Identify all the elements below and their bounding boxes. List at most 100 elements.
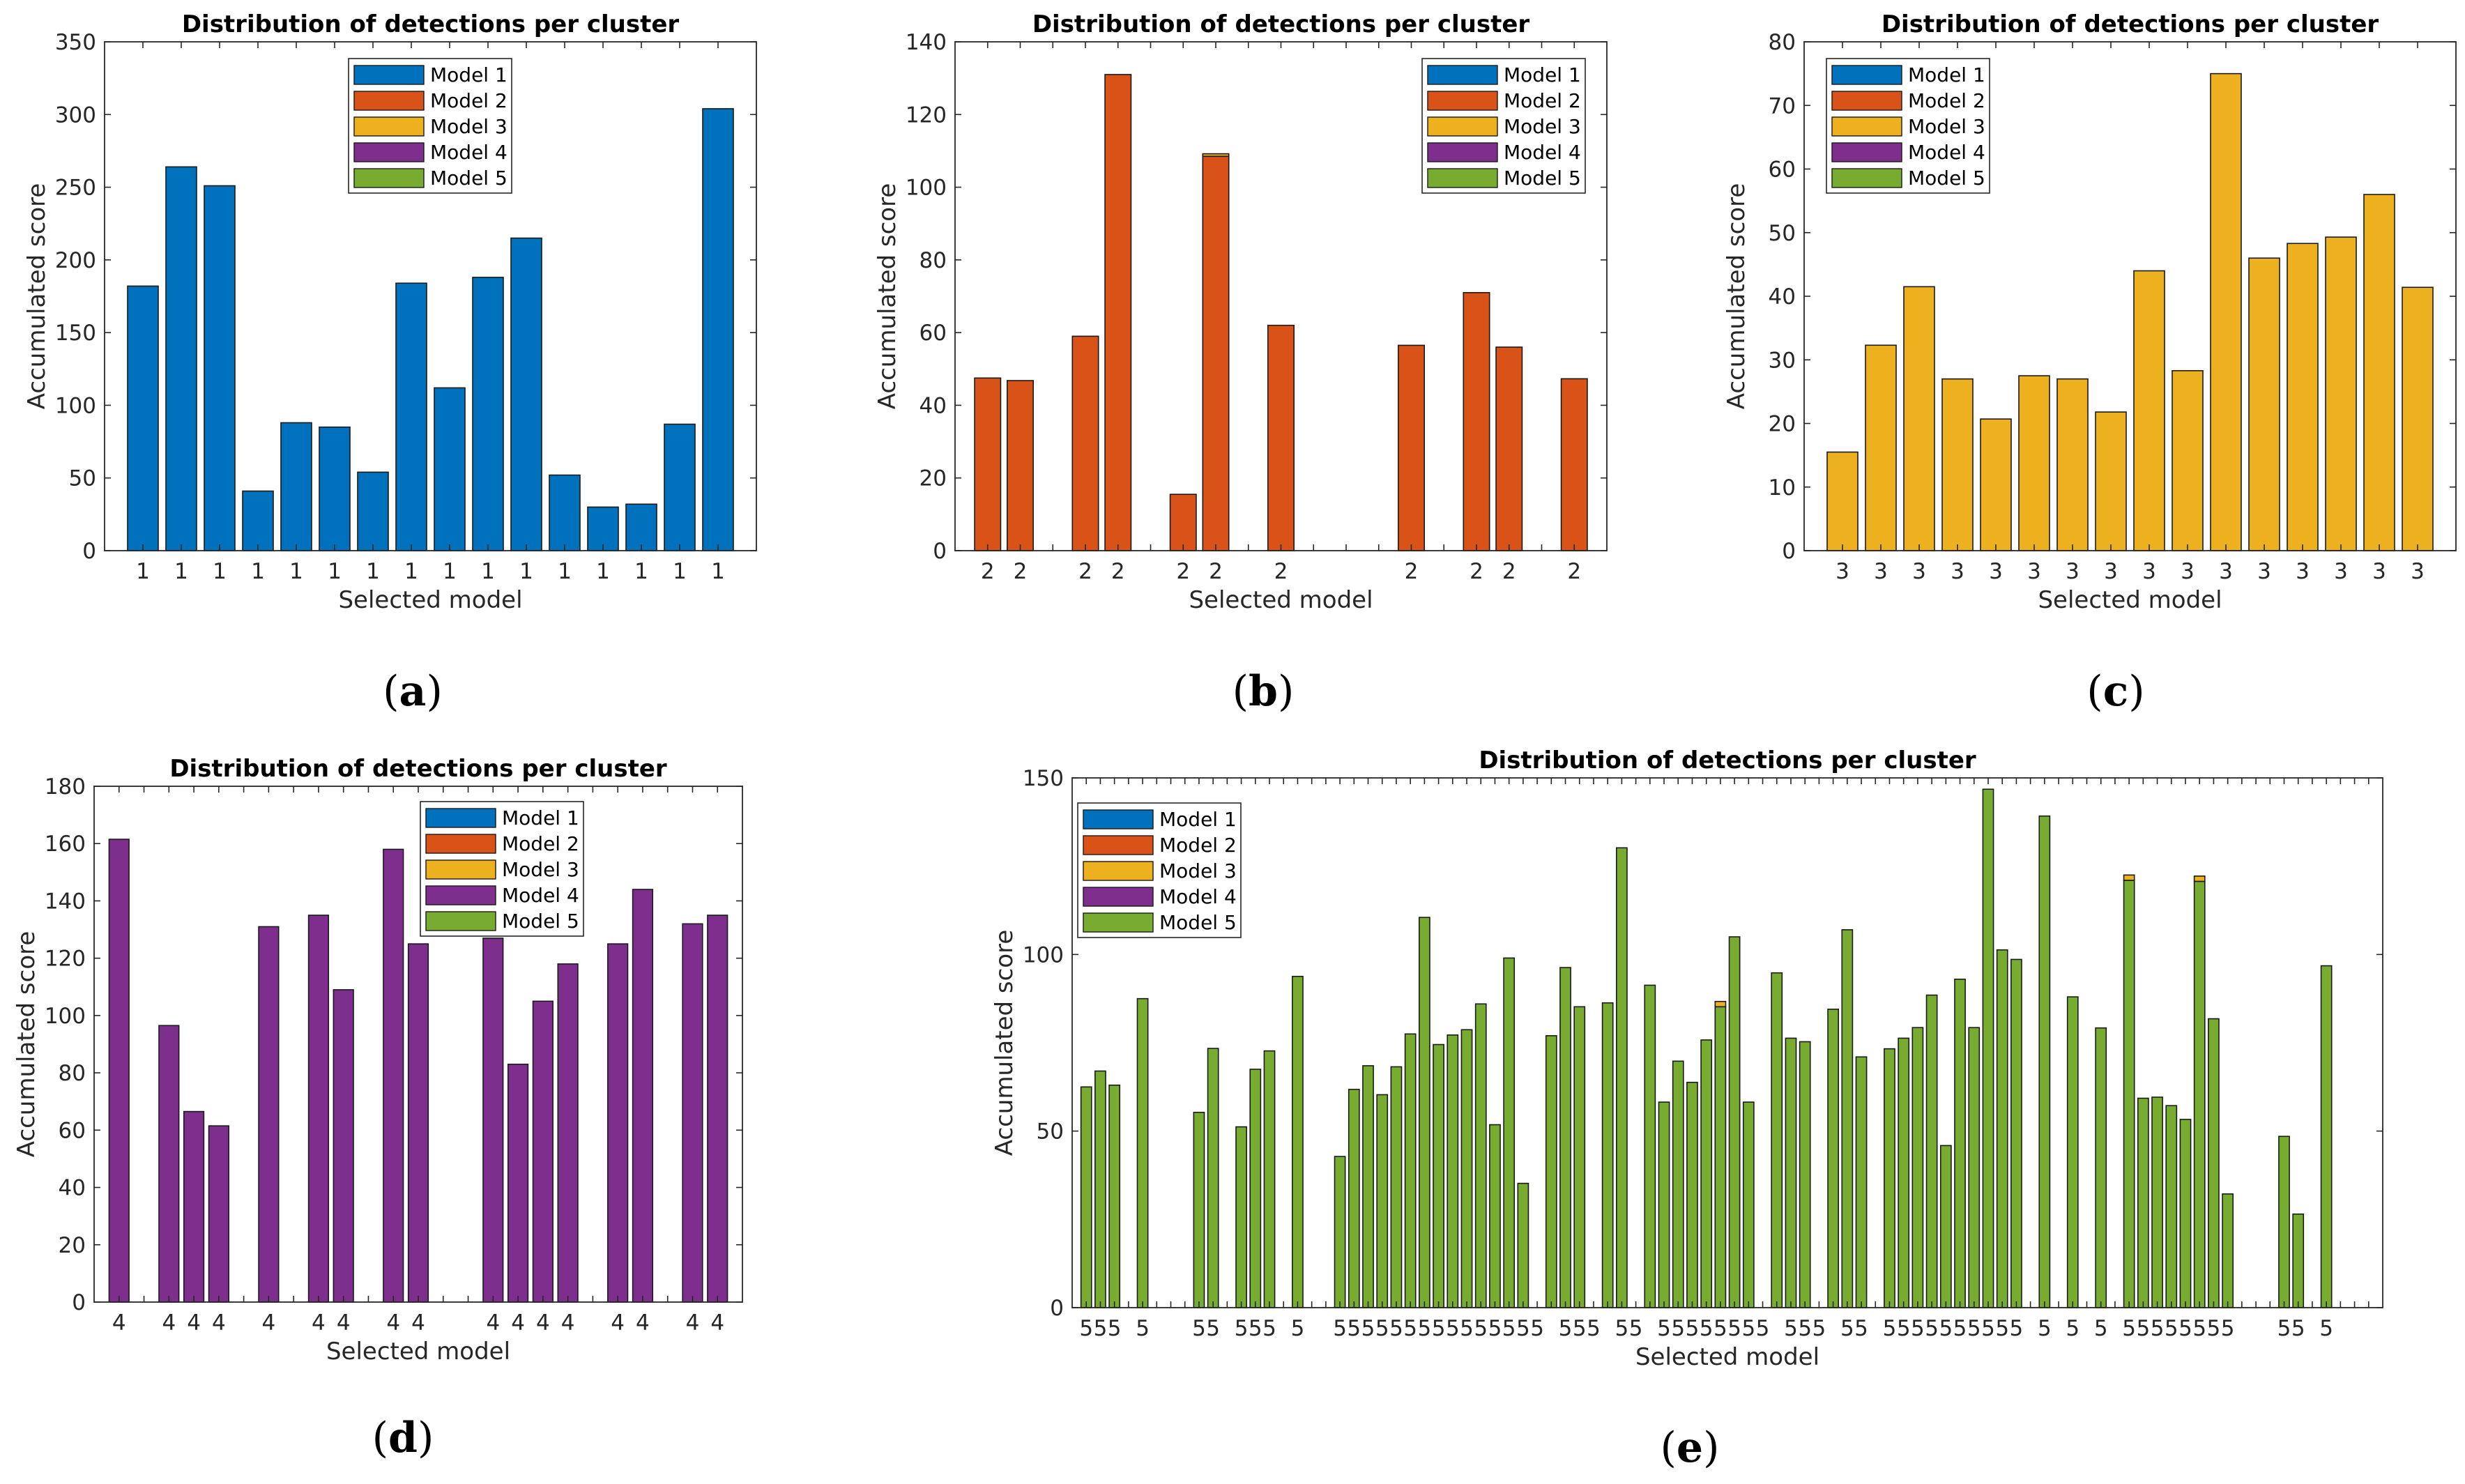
x-tick-label: 5 — [1136, 1316, 1150, 1341]
bar-model-5 — [1433, 1043, 1444, 1308]
bar-model-5 — [1728, 936, 1741, 1308]
bar-model-3 — [1980, 418, 2012, 551]
bar-model-3 — [2095, 411, 2127, 551]
y-tick-label: 0 — [1782, 539, 1796, 564]
x-tick-label: 5 — [1939, 1316, 1953, 1341]
y-tick-label: 350 — [55, 30, 96, 55]
bar-model-5 — [1884, 1048, 1895, 1308]
x-tick-label: 1 — [673, 559, 687, 584]
x-tick-label: 2 — [981, 559, 995, 584]
legend-label: Model 5 — [1908, 167, 1985, 190]
legend-swatch — [1831, 142, 1902, 162]
y-tick-label: 20 — [919, 466, 947, 491]
bar-model-5 — [2066, 996, 2079, 1308]
x-tick-label: 4 — [536, 1310, 550, 1336]
legend-swatch — [353, 116, 425, 137]
bar-model-4 — [707, 915, 728, 1303]
x-tick-label: 3 — [1912, 559, 1926, 584]
bar-model-3 — [1865, 344, 1897, 551]
bar-model-5 — [2137, 1097, 2149, 1308]
bar-model-5 — [1108, 1085, 1121, 1308]
x-tick-label: 5 — [1911, 1316, 1925, 1341]
bar-model-5 — [2193, 880, 2206, 1308]
x-tick-label: 5 — [1587, 1316, 1601, 1341]
x-tick-label: 2 — [1209, 559, 1223, 584]
legend-swatch — [1831, 116, 1902, 137]
x-tick-label: 5 — [1530, 1316, 1544, 1341]
y-tick-label: 20 — [1769, 412, 1796, 437]
x-tick-label: 3 — [2411, 559, 2425, 584]
bar-model-5 — [1785, 1037, 1797, 1308]
x-tick-label: 5 — [2319, 1316, 2333, 1341]
x-tick-label: 5 — [1727, 1316, 1741, 1341]
y-tick-label: 100 — [1023, 942, 1064, 967]
x-tick-label: 4 — [411, 1310, 425, 1336]
y-tick-label: 180 — [45, 774, 86, 800]
x-tick-label: 5 — [1615, 1316, 1629, 1341]
y-tick-label: 0 — [1050, 1296, 1064, 1321]
x-tick-label: 5 — [1798, 1316, 1812, 1341]
bar-model-5 — [1771, 972, 1783, 1308]
bar-model-3 — [2210, 72, 2242, 551]
bar-model-1 — [702, 108, 734, 551]
bar-model-5 — [1235, 1126, 1247, 1308]
y-tick-label: 60 — [1769, 158, 1796, 183]
legend-swatch — [353, 168, 425, 188]
legend-label: Model 4 — [1908, 141, 1985, 164]
bar-model-4 — [383, 848, 404, 1303]
legend-label: Model 2 — [430, 89, 508, 112]
bar-model-5 — [1193, 1112, 1205, 1308]
bar-model-5 — [2038, 815, 2051, 1308]
y-tick-label: 10 — [1769, 475, 1796, 500]
x-tick-label: 4 — [561, 1310, 575, 1336]
legend-swatch — [1083, 809, 1154, 829]
x-tick-label: 5 — [1403, 1316, 1417, 1341]
x-tick-label: 5 — [1657, 1316, 1671, 1341]
y-tick-label: 20 — [59, 1233, 86, 1258]
y-tick-label: 140 — [45, 889, 86, 914]
x-tick-label: 5 — [1671, 1316, 1685, 1341]
y-tick-label: 30 — [1769, 348, 1796, 373]
x-tick-label: 5 — [2094, 1316, 2108, 1341]
x-tick-label: 5 — [1995, 1316, 2009, 1341]
bar-model-4 — [682, 923, 703, 1303]
x-axis-label: Selected model — [2038, 586, 2222, 614]
x-tick-label: 3 — [2027, 559, 2041, 584]
y-tick-label: 0 — [933, 539, 947, 564]
y-tick-label: 50 — [1037, 1119, 1064, 1145]
legend-label: Model 2 — [1504, 89, 1581, 112]
legend-label: Model 4 — [430, 141, 508, 164]
y-tick-label: 70 — [1769, 93, 1796, 118]
x-tick-label: 5 — [1474, 1316, 1488, 1341]
x-tick-label: 5 — [1235, 1316, 1249, 1341]
bar-model-5 — [1136, 997, 1149, 1308]
y-axis-label: Accumulated score — [873, 183, 901, 410]
bar-model-4 — [333, 989, 354, 1303]
x-tick-label: 4 — [112, 1310, 126, 1336]
bar-model-1 — [625, 503, 657, 551]
bar-model-3 — [1903, 286, 1935, 551]
x-tick-label: 1 — [558, 559, 572, 584]
bar-model-2 — [1169, 494, 1197, 551]
y-tick-label: 50 — [69, 466, 96, 491]
x-tick-label: 5 — [1559, 1316, 1573, 1341]
bar-model-5 — [1672, 1060, 1684, 1308]
bar-model-3 — [2325, 236, 2357, 551]
legend-swatch — [1083, 912, 1154, 933]
y-tick-label: 50 — [1769, 221, 1796, 246]
bar-model-5 — [1390, 1066, 1403, 1308]
bar-model-2 — [974, 377, 1002, 551]
y-tick-label: 140 — [906, 30, 947, 55]
x-tick-label: 2 — [1405, 559, 1419, 584]
bar-model-5 — [1925, 994, 1938, 1308]
bar-model-5 — [1348, 1089, 1360, 1308]
bar-model-5 — [1263, 1050, 1276, 1308]
x-tick-label: 5 — [2038, 1316, 2052, 1341]
y-tick-label: 150 — [1023, 766, 1064, 791]
y-tick-label: 60 — [919, 321, 947, 346]
bar-model-5 — [1911, 1027, 1924, 1308]
y-tick-label: 80 — [59, 1061, 86, 1086]
bar-model-1 — [549, 474, 581, 551]
y-tick-label: 200 — [55, 248, 96, 273]
